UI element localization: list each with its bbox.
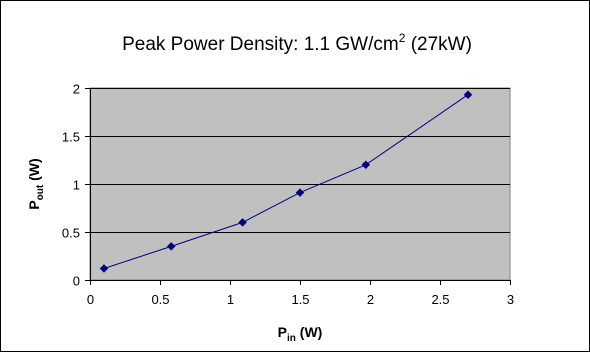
x-tick-label: 1	[227, 292, 234, 307]
y-tick-label: 1	[73, 178, 80, 193]
y-tick-label: 1.5	[62, 130, 80, 145]
data-point-marker	[166, 242, 176, 251]
y-tick-label: 0	[73, 274, 80, 289]
y-axis-title-suffix: (W)	[26, 158, 42, 184]
data-point-marker	[361, 160, 371, 170]
x-axis-title-suffix: (W)	[296, 324, 322, 340]
chart-title-suffix: (27kW)	[405, 34, 472, 55]
data-point-marker	[238, 218, 247, 227]
gridlines	[90, 88, 510, 233]
y-tick-label: 2	[73, 82, 80, 97]
series-line	[103, 94, 469, 269]
y-axis-title-subscript: out	[35, 184, 46, 200]
x-axis-title-subscript: in	[287, 333, 296, 344]
axes	[85, 88, 511, 285]
x-tick-label: 2.5	[431, 292, 449, 307]
data-point-marker	[99, 264, 109, 273]
chart-title-superscript: 2	[399, 31, 406, 45]
data-point-marker	[295, 188, 305, 197]
x-axis-title: Pin (W)	[278, 324, 323, 344]
x-tick-label: 3	[507, 292, 514, 307]
x-tick-label: 0.5	[151, 292, 169, 307]
x-axis-title-main: P	[278, 324, 287, 340]
x-tick-label: 0	[87, 292, 94, 307]
chart-title: Peak Power Density: 1.1 GW/cm2 (27kW)	[122, 31, 472, 55]
x-tick-label: 2	[367, 292, 374, 307]
y-axis-title-main: P	[26, 200, 42, 209]
chart-title-main: Peak Power Density: 1.1 GW/cm	[122, 34, 399, 55]
x-tick-label: 1.5	[291, 292, 309, 307]
y-axis-title: Pout (W)	[26, 158, 46, 209]
data-point-marker	[463, 90, 473, 100]
y-tick-label: 0.5	[62, 226, 80, 241]
y-tick-labels: 0 0.5 1 1.5 2	[62, 82, 80, 289]
data-series	[99, 90, 473, 273]
x-tick-labels: 0 0.5 1 1.5 2 2.5 3	[87, 292, 514, 307]
